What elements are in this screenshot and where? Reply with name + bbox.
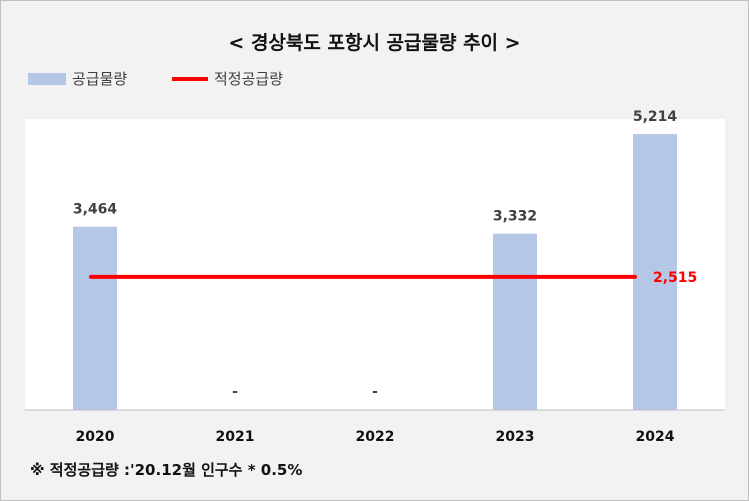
- legend-swatch-bar: [28, 73, 66, 85]
- legend-swatch-line: [172, 77, 208, 81]
- footnote: ※ 적정공급량 :'20.12월 인구수 * 0.5%: [30, 461, 303, 479]
- bar-label-2024: 5,214: [633, 109, 678, 125]
- x-tick-label-2020: 2020: [76, 429, 115, 445]
- legend-label-supply: 공급물량: [72, 70, 128, 88]
- bar-label-2023: 3,332: [493, 209, 537, 225]
- x-tick-label-2023: 2023: [496, 429, 535, 445]
- bar-2024: [633, 134, 677, 410]
- x-tick-label-2024: 2024: [636, 429, 675, 445]
- bar-label-2020: 3,464: [73, 202, 118, 218]
- chart-title: < 경상북도 포항시 공급물량 추이 >: [228, 32, 521, 54]
- proper-supply-label: 2,515: [653, 270, 697, 286]
- legend-label-proper-supply: 적정공급량: [214, 70, 284, 88]
- plot-area: [25, 119, 725, 410]
- bar-2023: [493, 233, 537, 410]
- x-tick-label-2022: 2022: [356, 429, 395, 445]
- x-tick-label-2021: 2021: [216, 429, 255, 445]
- bar-2020: [73, 226, 117, 410]
- bar-label-2022: -: [372, 384, 378, 400]
- bar-label-2021: -: [232, 384, 238, 400]
